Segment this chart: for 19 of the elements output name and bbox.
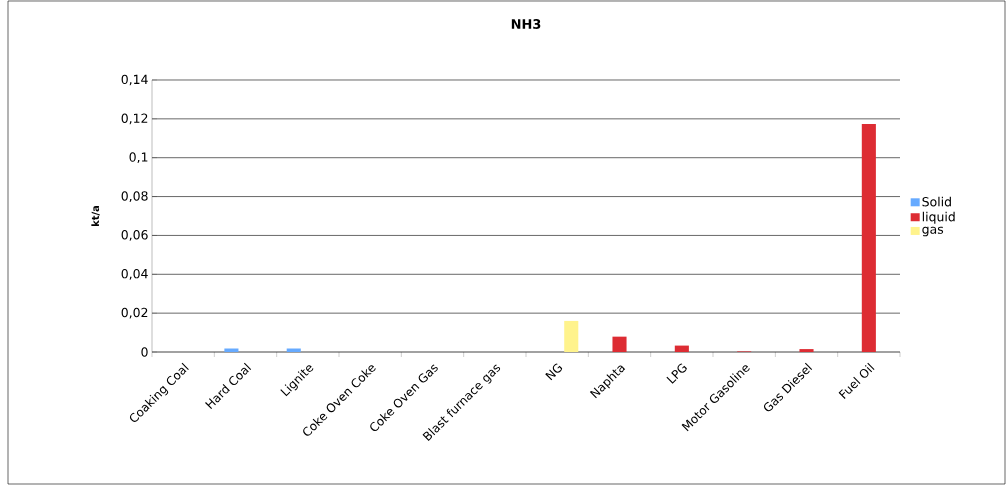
chart-title: NH3 [511, 19, 541, 29]
legend-label: gas [922, 226, 944, 237]
bar [612, 336, 627, 352]
y-tick-label: 0,08 [121, 191, 148, 202]
y-axis-title: kt/a [91, 205, 100, 227]
bar [861, 124, 876, 352]
y-tick-label: 0,04 [121, 268, 148, 280]
legend-label: liquid [922, 211, 955, 224]
y-tick-label: 0,06 [121, 230, 148, 241]
bar [799, 349, 814, 352]
bar [564, 320, 579, 352]
legend-label: Solid [922, 196, 951, 207]
x-tick-label: NG [545, 363, 563, 381]
y-tick-label: 0,12 [121, 113, 148, 125]
y-tick-label: 0,02 [121, 307, 148, 319]
y-tick-label: 0,14 [121, 74, 148, 86]
y-tick-label: 0,1 [129, 152, 148, 164]
y-tick-label: 0 [141, 347, 148, 357]
bar [674, 345, 689, 352]
